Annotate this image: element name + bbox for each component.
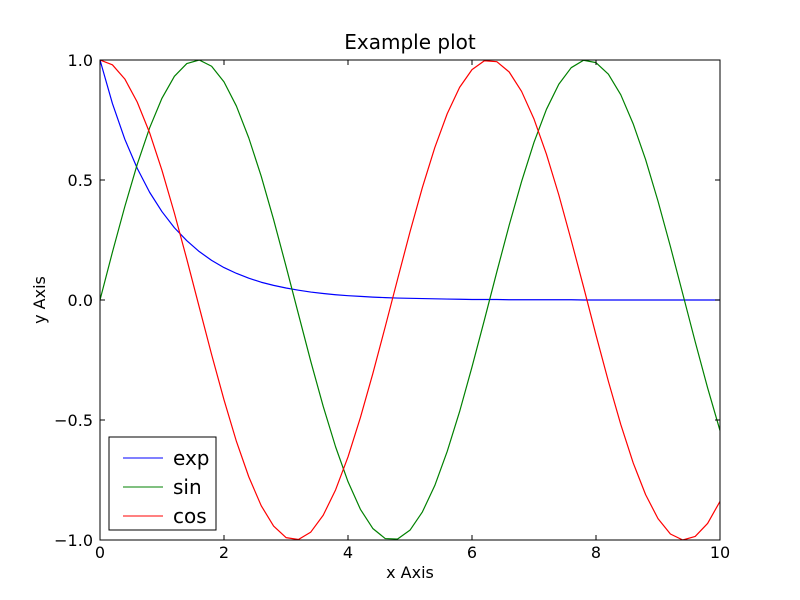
- legend-label-cos: cos: [173, 504, 207, 528]
- legend-label-exp: exp: [173, 446, 209, 470]
- y-tick-label: 0.5: [68, 171, 93, 190]
- x-tick-labels: 0 2 4 6 8 10: [95, 543, 730, 562]
- y-tick-label: −0.5: [54, 411, 93, 430]
- x-tick-label: 10: [710, 543, 730, 562]
- x-tick-label: 4: [343, 543, 353, 562]
- y-tick-label: −1.0: [54, 531, 93, 550]
- x-tick-label: 8: [591, 543, 601, 562]
- y-axis-title: y Axis: [30, 276, 49, 324]
- series-line-cos: [100, 60, 720, 540]
- axis-ticks: [99, 59, 721, 541]
- legend-label-sin: sin: [173, 475, 202, 499]
- series-line-exp: [100, 60, 720, 301]
- chart-legend: exp sin cos: [108, 436, 217, 531]
- chart-title: Example plot: [344, 30, 476, 54]
- y-tick-label: 1.0: [68, 51, 93, 70]
- series-lines: [100, 60, 720, 540]
- y-tick-label: 0.0: [68, 291, 93, 310]
- series-line-sin: [100, 60, 720, 540]
- x-axis-title: x Axis: [386, 563, 434, 582]
- x-tick-label: 2: [219, 543, 229, 562]
- x-tick-label: 6: [467, 543, 477, 562]
- y-tick-labels: −1.0 −0.5 0.0 0.5 1.0: [54, 51, 93, 550]
- x-tick-label: 0: [95, 543, 105, 562]
- legend-box: [108, 436, 217, 531]
